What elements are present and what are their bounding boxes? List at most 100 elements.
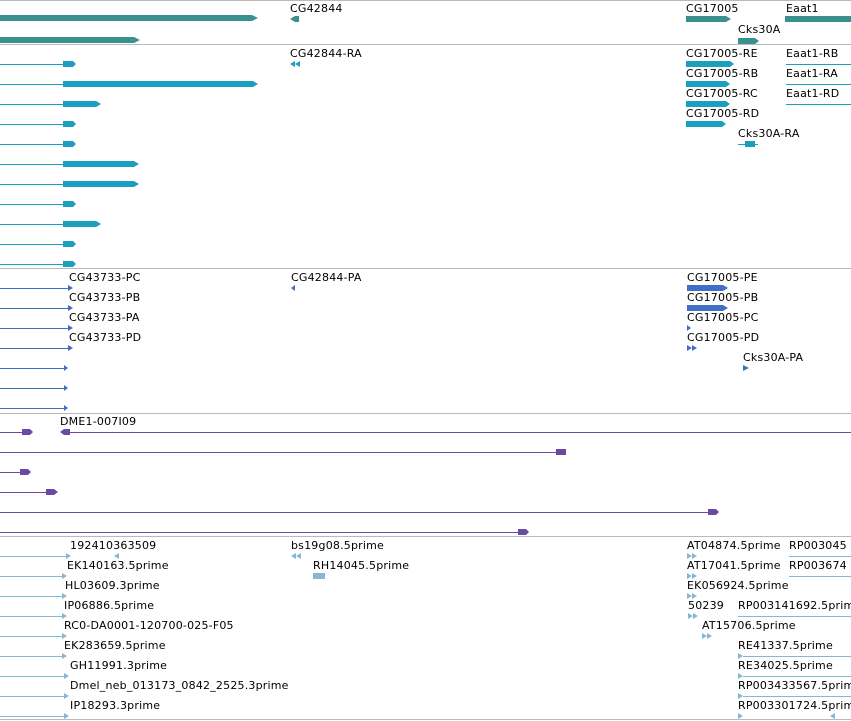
- est-arrow[interactable]: [62, 653, 67, 659]
- gene-label[interactable]: Eaat1: [786, 2, 819, 15]
- est-arrow[interactable]: [688, 613, 693, 619]
- est-label[interactable]: RE41337.5prime: [738, 639, 833, 652]
- gene-cg17005-feature[interactable]: [686, 16, 726, 22]
- protein-arrow[interactable]: [68, 345, 73, 351]
- est-label[interactable]: AT04874.5prime: [687, 539, 781, 552]
- transcript-label[interactable]: Eaat1-RB: [786, 47, 839, 60]
- transcript-exon[interactable]: [63, 121, 73, 127]
- est-arrow[interactable]: [692, 593, 697, 599]
- protein-arrow[interactable]: [64, 385, 68, 391]
- est-arrow[interactable]: [66, 553, 71, 559]
- est-arrow[interactable]: [738, 713, 743, 719]
- clone-feature[interactable]: [64, 429, 70, 435]
- est-arrow[interactable]: [62, 633, 67, 639]
- gene-cg42844-feature[interactable]: [290, 16, 295, 22]
- protein-arrow[interactable]: [68, 325, 73, 331]
- transcript-exon[interactable]: [63, 241, 73, 247]
- est-label[interactable]: RH14045.5prime: [313, 559, 410, 572]
- est-label[interactable]: GH11991.3prime: [70, 659, 168, 672]
- est-arrow[interactable]: [62, 593, 67, 599]
- clone-feature[interactable]: [708, 509, 716, 515]
- transcript-label[interactable]: CG17005-RD: [686, 107, 760, 120]
- est-label[interactable]: Dmel_neb_013173_0842_2525.3prime: [70, 679, 289, 692]
- clone-arrow[interactable]: [60, 429, 64, 435]
- est-label[interactable]: EK056924.5prime: [687, 579, 789, 592]
- est-arrow[interactable]: [693, 613, 698, 619]
- est-arrow[interactable]: [738, 673, 743, 679]
- protein-arrow[interactable]: [687, 345, 692, 351]
- protein-arrow[interactable]: [687, 325, 691, 331]
- est-label[interactable]: RE34025.5prime: [738, 659, 833, 672]
- est-arrow[interactable]: [830, 713, 835, 719]
- est-arrow[interactable]: [707, 633, 712, 639]
- transcript-feature[interactable]: [290, 61, 295, 67]
- protein-label[interactable]: CG17005-PE: [687, 271, 758, 284]
- est-label[interactable]: RP003141692.5prime: [738, 599, 851, 612]
- est-feature[interactable]: [313, 573, 325, 579]
- transcript-exon[interactable]: [63, 161, 134, 167]
- est-label[interactable]: bs19g08.5prime: [291, 539, 385, 552]
- clone-feature[interactable]: [20, 469, 28, 475]
- transcript-exon[interactable]: [63, 141, 73, 147]
- gene-cks30a-feature[interactable]: [738, 38, 755, 44]
- transcript-label[interactable]: CG42844-RA: [290, 47, 362, 60]
- est-label[interactable]: RP003045: [789, 539, 847, 552]
- gene-feature[interactable]: [0, 37, 134, 43]
- clone-feature[interactable]: [556, 449, 566, 455]
- protein-arrow[interactable]: [64, 405, 68, 411]
- protein-label[interactable]: CG43733-PD: [69, 331, 142, 344]
- est-label[interactable]: HL03609.3prime: [65, 579, 160, 592]
- protein-arrow[interactable]: [68, 285, 73, 291]
- protein-label[interactable]: CG17005-PB: [687, 291, 759, 304]
- clone-feature[interactable]: [22, 429, 30, 435]
- est-label[interactable]: 50239: [688, 599, 724, 612]
- gene-feature[interactable]: [0, 15, 252, 21]
- transcript-exon[interactable]: [63, 201, 73, 207]
- clone-feature[interactable]: [518, 529, 526, 535]
- protein-feature[interactable]: [687, 285, 723, 291]
- gene-label[interactable]: CG17005: [686, 2, 739, 15]
- protein-label[interactable]: Cks30A-PA: [743, 351, 804, 364]
- transcript-feature[interactable]: [295, 61, 300, 67]
- protein-arrow[interactable]: [64, 365, 68, 371]
- est-arrow[interactable]: [64, 693, 69, 699]
- est-arrow[interactable]: [114, 553, 119, 559]
- clone-feature[interactable]: [46, 489, 54, 495]
- transcript-label[interactable]: Eaat1-RA: [786, 67, 839, 80]
- clone-label[interactable]: DME1-007I09: [60, 415, 137, 428]
- est-label[interactable]: RC0-DA0001-120700-025-F05: [64, 619, 234, 632]
- transcript-exon[interactable]: [686, 81, 726, 87]
- est-arrow[interactable]: [64, 713, 69, 719]
- est-arrow[interactable]: [687, 593, 692, 599]
- transcript-exon[interactable]: [745, 141, 755, 147]
- protein-arrow[interactable]: [68, 305, 73, 311]
- est-label[interactable]: EK140163.5prime: [67, 559, 169, 572]
- est-label[interactable]: 192410363509: [70, 539, 157, 552]
- est-arrow[interactable]: [62, 573, 67, 579]
- transcript-exon[interactable]: [686, 61, 730, 67]
- est-arrow[interactable]: [692, 553, 697, 559]
- est-label[interactable]: IP18293.3prime: [70, 699, 161, 712]
- transcript-label[interactable]: Eaat1-RD: [786, 87, 840, 100]
- est-label[interactable]: AT15706.5prime: [702, 619, 796, 632]
- transcript-label[interactable]: CG17005-RB: [686, 67, 759, 80]
- transcript-exon[interactable]: [63, 181, 134, 187]
- protein-feature[interactable]: [687, 305, 723, 311]
- est-arrow[interactable]: [687, 553, 692, 559]
- est-arrow[interactable]: [62, 613, 67, 619]
- transcript-label[interactable]: CG17005-RC: [686, 87, 758, 100]
- est-arrow[interactable]: [296, 553, 301, 559]
- est-arrow[interactable]: [692, 573, 697, 579]
- protein-arrow[interactable]: [692, 345, 697, 351]
- est-arrow[interactable]: [64, 673, 69, 679]
- gene-cg42844-feature[interactable]: [295, 16, 299, 22]
- est-label[interactable]: AT17041.5prime: [687, 559, 781, 572]
- est-label[interactable]: RP003301724.5prime: [738, 699, 851, 712]
- transcript-exon[interactable]: [63, 221, 96, 227]
- est-label[interactable]: IP06886.5prime: [64, 599, 155, 612]
- est-label[interactable]: RP003433567.5prime: [738, 679, 851, 692]
- transcript-label[interactable]: CG17005-RE: [686, 47, 758, 60]
- protein-label[interactable]: CG17005-PC: [687, 311, 759, 324]
- est-label[interactable]: RP003674: [789, 559, 847, 572]
- protein-arrow[interactable]: [291, 285, 295, 291]
